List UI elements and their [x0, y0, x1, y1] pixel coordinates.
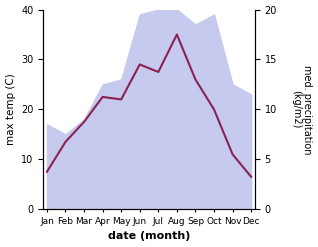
Y-axis label: max temp (C): max temp (C) [5, 74, 16, 145]
X-axis label: date (month): date (month) [108, 231, 190, 242]
Y-axis label: med. precipitation
(kg/m2): med. precipitation (kg/m2) [291, 65, 313, 154]
